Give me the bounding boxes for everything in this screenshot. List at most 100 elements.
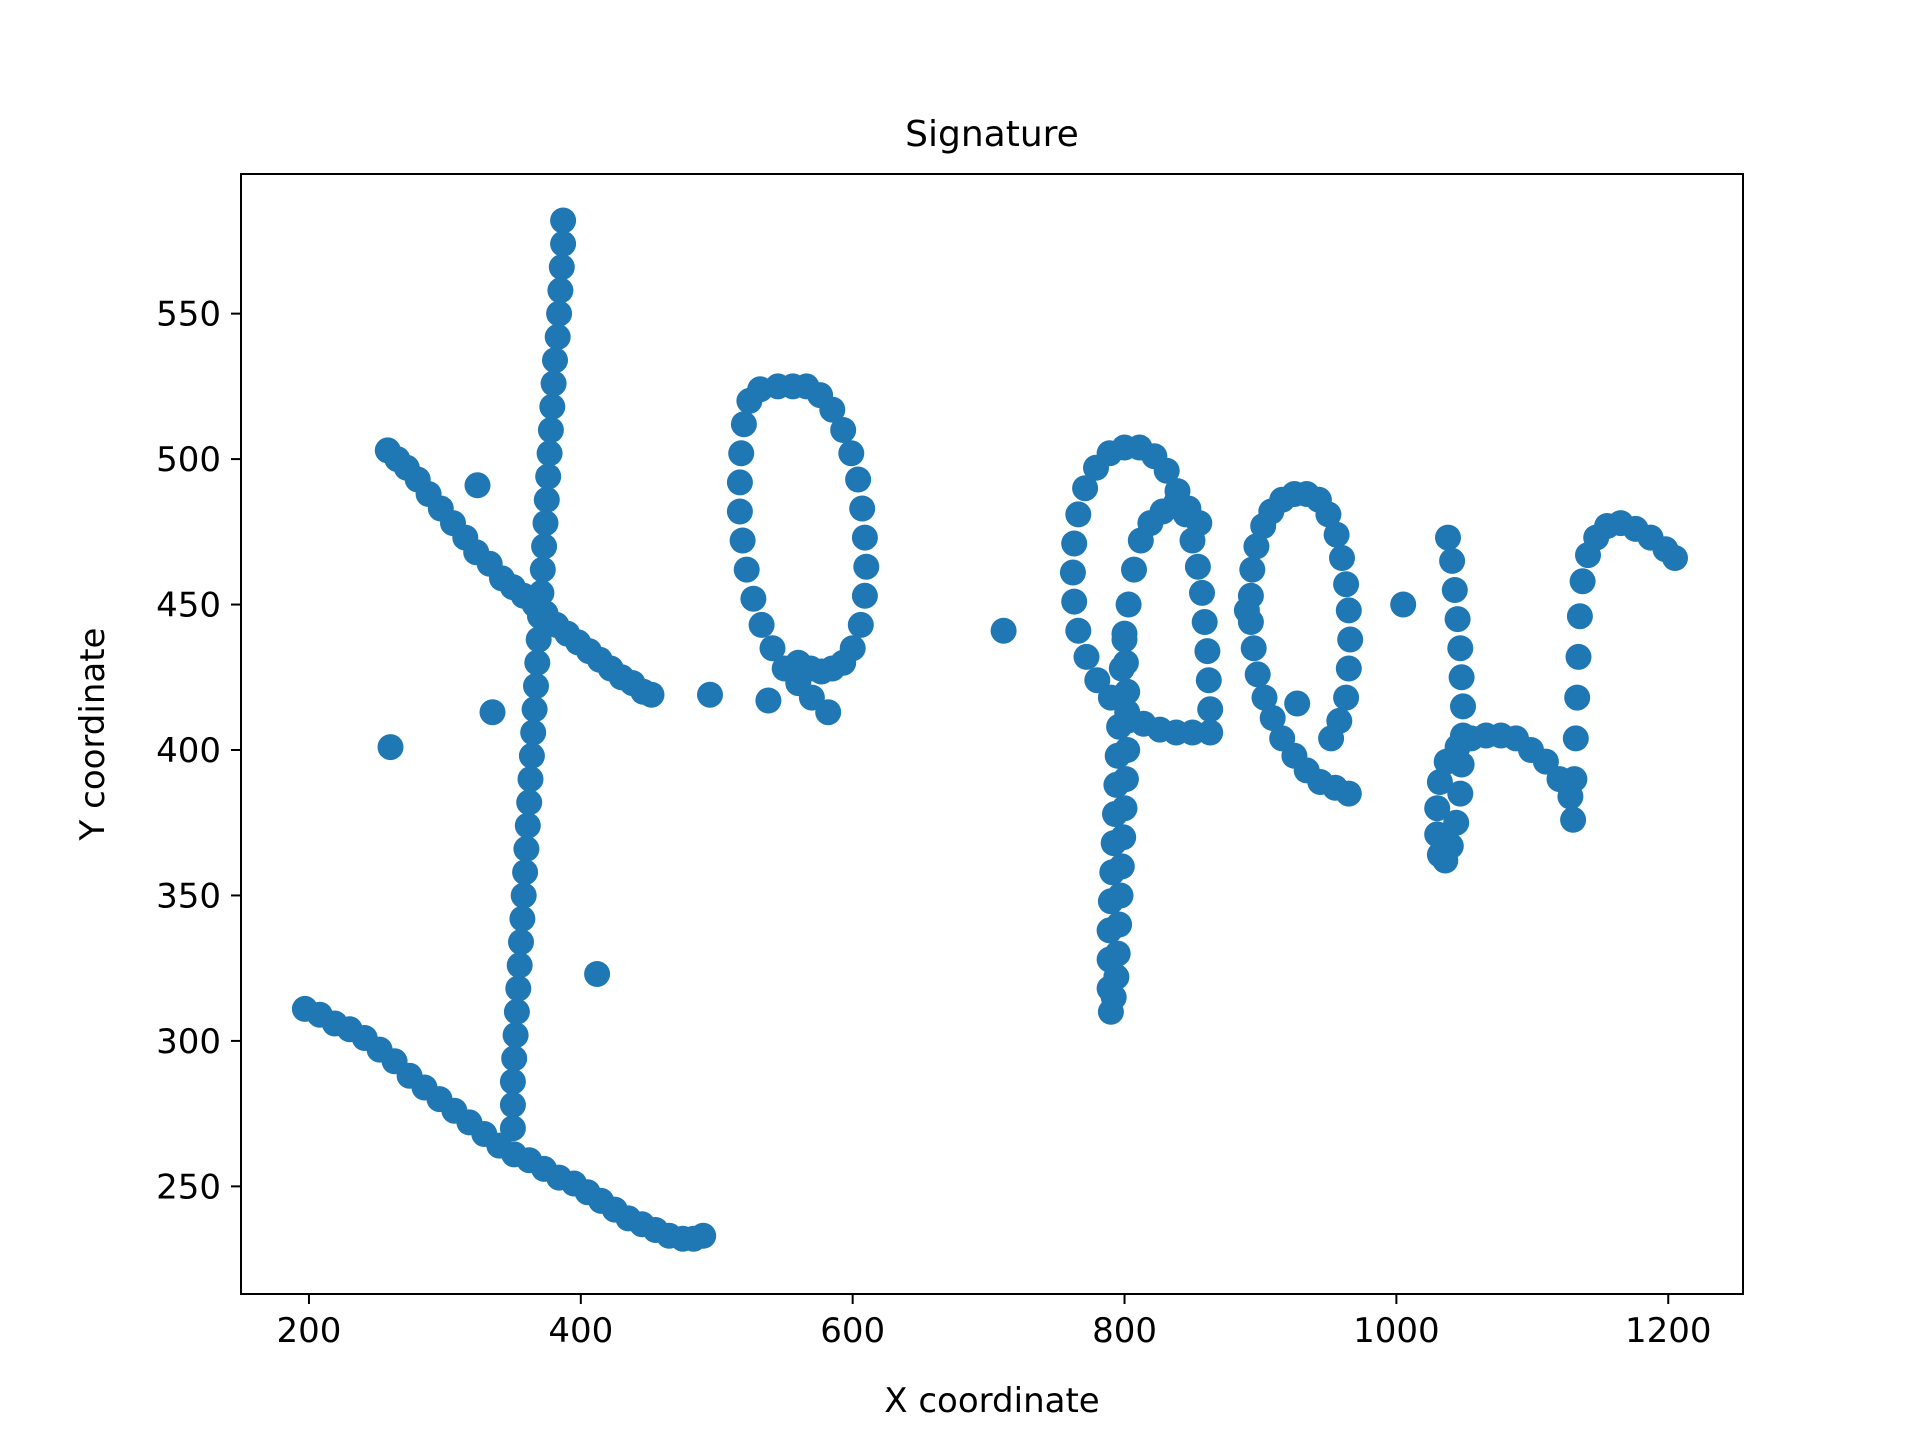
y-tick-label: 400 (156, 731, 221, 771)
data-point (785, 649, 812, 676)
data-point (1097, 888, 1124, 915)
stroke-vertical-stem (499, 207, 577, 1142)
data-point (1061, 588, 1088, 615)
data-point (759, 635, 786, 662)
data-point (532, 510, 559, 537)
data-point (1061, 530, 1088, 557)
y-axis-ticks: 250 300 350 400 450 500 550 (156, 295, 241, 1207)
data-point (509, 905, 536, 932)
data-point (1335, 655, 1362, 682)
data-point (1103, 771, 1130, 798)
data-point (1439, 547, 1466, 574)
data-point (1243, 533, 1270, 560)
data-point (1244, 661, 1271, 688)
data-point (1197, 696, 1224, 723)
data-point (1191, 609, 1218, 635)
data-point (1072, 475, 1099, 502)
data-point (1096, 946, 1123, 973)
data-point (479, 699, 506, 726)
data-point (1284, 690, 1311, 717)
data-point (853, 553, 880, 580)
data-point (516, 789, 543, 816)
data-point (1100, 830, 1127, 857)
data-point (546, 300, 573, 327)
data-point (1426, 769, 1453, 795)
data-point (1096, 975, 1123, 1002)
data-point (539, 393, 566, 420)
data-point (690, 1222, 717, 1249)
data-point (1184, 553, 1211, 580)
y-tick-label: 500 (156, 440, 221, 480)
data-point (550, 230, 577, 257)
data-point (1448, 664, 1475, 691)
data-point (377, 734, 404, 761)
data-point (1447, 780, 1474, 807)
data-point (1102, 801, 1128, 827)
data-point (535, 463, 562, 490)
x-tick-label: 600 (820, 1311, 885, 1351)
data-point (838, 440, 865, 467)
data-point (1390, 591, 1417, 618)
x-tick-label: 1000 (1353, 1311, 1440, 1351)
data-point (514, 812, 541, 839)
data-point (510, 882, 537, 909)
data-point (1251, 684, 1278, 711)
data-point (513, 835, 540, 862)
x-axis-ticks: 200 400 600 800 1000 1200 (277, 1294, 1712, 1351)
data-point (1333, 571, 1360, 598)
data-point (520, 719, 547, 746)
data-point (851, 582, 878, 609)
data-point (499, 1091, 526, 1118)
data-point (1560, 806, 1587, 833)
data-point (1269, 725, 1296, 752)
data-point (584, 961, 611, 987)
data-point (544, 323, 571, 350)
data-point (550, 207, 577, 234)
data-point (1565, 643, 1592, 670)
data-point (548, 254, 575, 281)
data-point (1333, 684, 1360, 711)
data-point (1186, 510, 1213, 537)
data-point (506, 952, 533, 979)
data-point (547, 277, 574, 304)
data-point (1106, 713, 1133, 740)
data-point (1424, 795, 1451, 822)
data-point (1564, 684, 1591, 711)
data-point (1084, 667, 1111, 694)
data-point (517, 766, 544, 793)
data-point (1104, 742, 1131, 769)
y-tick-label: 250 (156, 1167, 221, 1207)
data-point (1441, 577, 1468, 603)
x-tick-label: 400 (548, 1311, 613, 1351)
data-point (1443, 809, 1470, 836)
data-point (748, 611, 775, 638)
data-point (1329, 545, 1355, 571)
x-axis-label: X coordinate (884, 1381, 1099, 1421)
data-point (1450, 693, 1476, 720)
data-point (1233, 597, 1260, 624)
data-point (1532, 748, 1559, 775)
data-point (729, 527, 756, 554)
data-point (697, 681, 723, 708)
data-point (503, 998, 530, 1025)
data-point (1059, 559, 1086, 586)
data-point (531, 533, 558, 560)
data-point (755, 687, 782, 714)
data-point (1096, 917, 1123, 944)
data-point (1195, 667, 1222, 694)
data-point (501, 1045, 528, 1072)
data-point (1189, 579, 1215, 606)
data-point (523, 673, 549, 699)
data-points (291, 207, 1688, 1252)
data-point (845, 466, 872, 493)
data-point (508, 929, 534, 955)
y-tick-label: 550 (156, 295, 221, 335)
stroke-stem-2 (1096, 489, 1213, 1025)
data-point (505, 975, 532, 1002)
data-point (1107, 684, 1134, 711)
data-point (638, 681, 665, 708)
data-point (1315, 501, 1342, 528)
data-point (1426, 841, 1453, 868)
